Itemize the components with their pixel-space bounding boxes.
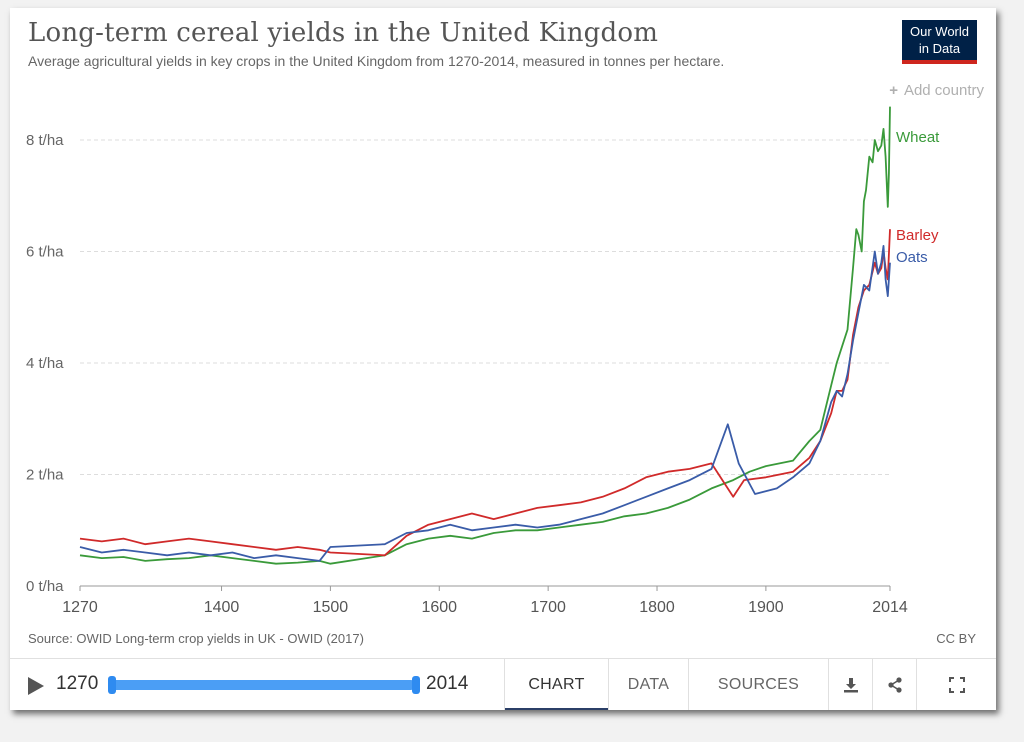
chart-title: Long-term cereal yields in the United Ki… (28, 18, 659, 48)
x-tick-label: 1400 (204, 599, 240, 616)
y-tick-label: 6 t/ha (26, 244, 64, 261)
series-line-oats (79, 245, 891, 562)
x-tick-label: 2014 (872, 599, 908, 616)
license-text[interactable]: CC BY (936, 631, 976, 646)
x-tick-label: 1900 (748, 599, 784, 616)
series-line-barley (79, 229, 891, 557)
fullscreen-icon (948, 677, 965, 693)
tab-chart[interactable]: CHART (504, 659, 608, 710)
x-tick-label: 1600 (421, 599, 457, 616)
plus-icon: + (889, 82, 898, 99)
x-tick-label: 1500 (313, 599, 349, 616)
series-label-barley: Barley (896, 227, 939, 244)
tab-data[interactable]: DATA (608, 659, 688, 710)
chart-card: Long-term cereal yields in the United Ki… (10, 8, 996, 710)
controls-bar: 1270 2014 CHART DATA SOURCES (10, 658, 996, 710)
share-button[interactable] (872, 659, 916, 710)
y-tick-label: 0 t/ha (26, 578, 64, 595)
timeline-start-year: 1270 (56, 673, 99, 694)
play-icon[interactable] (28, 677, 44, 695)
y-tick-label: 4 t/ha (26, 355, 64, 372)
series-label-oats: Oats (896, 249, 928, 266)
y-tick-label: 8 t/ha (26, 132, 64, 149)
owid-logo[interactable]: Our World in Data (902, 20, 977, 64)
x-tick-label: 1270 (62, 599, 98, 616)
y-tick-label: 2 t/ha (26, 467, 64, 484)
series-label-wheat: Wheat (896, 129, 940, 146)
series-line-wheat (79, 106, 891, 565)
timeline-end-handle[interactable] (412, 676, 420, 694)
source-text[interactable]: Source: OWID Long-term crop yields in UK… (28, 631, 364, 646)
download-button[interactable] (828, 659, 872, 710)
x-tick-label: 1700 (530, 599, 566, 616)
add-country-label: Add country (903, 82, 984, 99)
timeline-end-year: 2014 (426, 673, 469, 694)
timeline-slider-track[interactable] (110, 680, 416, 690)
line-chart: 0 t/ha 2 t/ha 4 t/ha 6 t/ha 8 t/ha 1270 1400 15… (26, 106, 940, 616)
timeline-start-handle[interactable] (108, 676, 116, 694)
tab-sources[interactable]: SOURCES (688, 659, 828, 710)
add-country-button[interactable]: + Add country (889, 82, 984, 99)
x-tick-label: 1800 (639, 599, 675, 616)
logo-line-2: in Data (918, 41, 961, 56)
fullscreen-button[interactable] (916, 659, 996, 710)
download-icon (843, 678, 858, 693)
chart-subtitle: Average agricultural yields in key crops… (28, 53, 725, 69)
share-icon (887, 677, 902, 693)
logo-line-1: Our World (910, 24, 969, 39)
